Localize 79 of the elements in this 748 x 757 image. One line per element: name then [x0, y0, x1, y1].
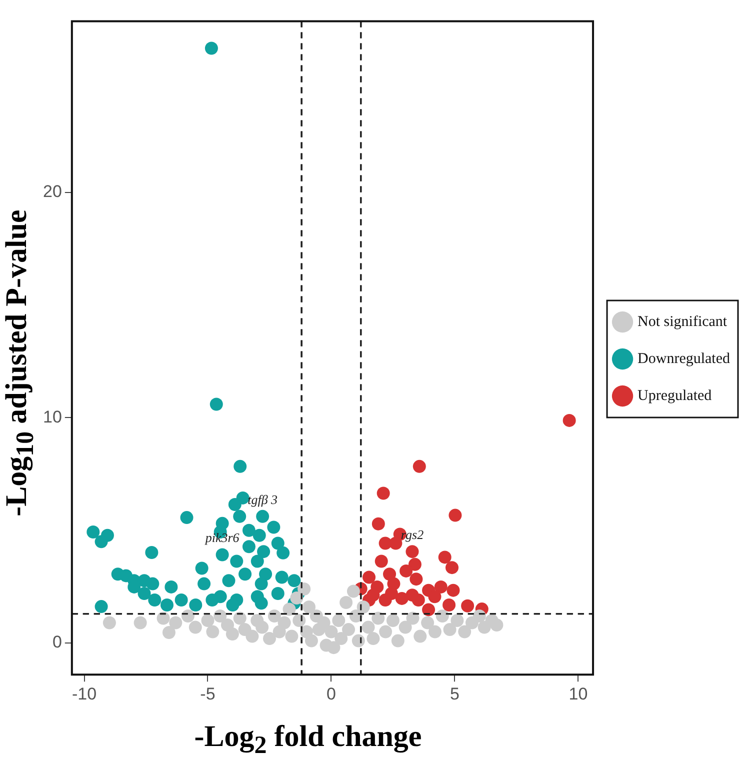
point [446, 561, 459, 574]
point [195, 562, 208, 575]
point [250, 554, 264, 568]
point [148, 594, 162, 607]
point [242, 540, 256, 554]
y-tick-label: 20 [42, 182, 62, 202]
point [276, 546, 290, 560]
point [210, 398, 223, 411]
point [461, 599, 474, 612]
point [395, 592, 408, 605]
point [198, 577, 211, 590]
point [385, 586, 398, 600]
point [389, 536, 402, 550]
point [233, 510, 246, 523]
y-tick-label: 0 [52, 632, 62, 652]
point [174, 594, 188, 607]
point [160, 598, 174, 612]
legend-label: Upregulated [638, 388, 712, 404]
point [259, 568, 272, 581]
point [442, 598, 456, 612]
point [230, 554, 244, 568]
point [252, 528, 266, 542]
point [428, 590, 442, 604]
point [226, 598, 240, 612]
point [412, 594, 425, 607]
point [238, 568, 252, 581]
point [86, 525, 100, 538]
point [228, 498, 242, 511]
x-tick-label: 0 [326, 684, 336, 704]
legend-label: Downregulated [638, 350, 730, 367]
point [288, 574, 301, 588]
point [267, 520, 280, 534]
point [374, 554, 388, 568]
point [271, 536, 284, 550]
point [376, 486, 390, 500]
point [562, 414, 576, 427]
point [180, 511, 194, 524]
point [94, 535, 108, 548]
point [146, 577, 160, 590]
x-tick-label: 10 [568, 684, 588, 704]
point [400, 564, 413, 578]
annotation: pik3r6 [204, 530, 240, 546]
point [372, 517, 385, 530]
point [438, 550, 452, 564]
annotation: tgfβ 3 [248, 492, 278, 507]
point [412, 460, 426, 473]
point [408, 558, 422, 571]
point [366, 588, 380, 602]
point [383, 568, 396, 581]
point [446, 584, 460, 597]
point [410, 572, 423, 586]
point [189, 598, 202, 612]
point [434, 580, 448, 594]
point [271, 586, 284, 600]
point [448, 508, 462, 522]
point [234, 460, 247, 473]
x-tick-label: -5 [200, 684, 216, 704]
point [204, 42, 218, 55]
x-tick-label: -10 [72, 684, 97, 704]
point [206, 594, 219, 607]
legend-label: Not significant [638, 314, 728, 330]
point [164, 580, 178, 594]
point [422, 603, 436, 616]
point [254, 577, 268, 590]
point [254, 596, 268, 610]
x-axis-title: -Log$_{2}$ fold change [194, 720, 422, 757]
point [362, 570, 376, 584]
point [256, 510, 270, 523]
point [257, 545, 270, 558]
y-tick-label: 10 [42, 407, 62, 426]
point [145, 546, 158, 559]
x-tick-label: 5 [450, 684, 460, 704]
point [222, 574, 236, 588]
point [138, 586, 151, 600]
point [406, 545, 419, 558]
point [216, 548, 229, 562]
point [94, 600, 108, 614]
point [275, 570, 288, 584]
point [242, 524, 256, 537]
